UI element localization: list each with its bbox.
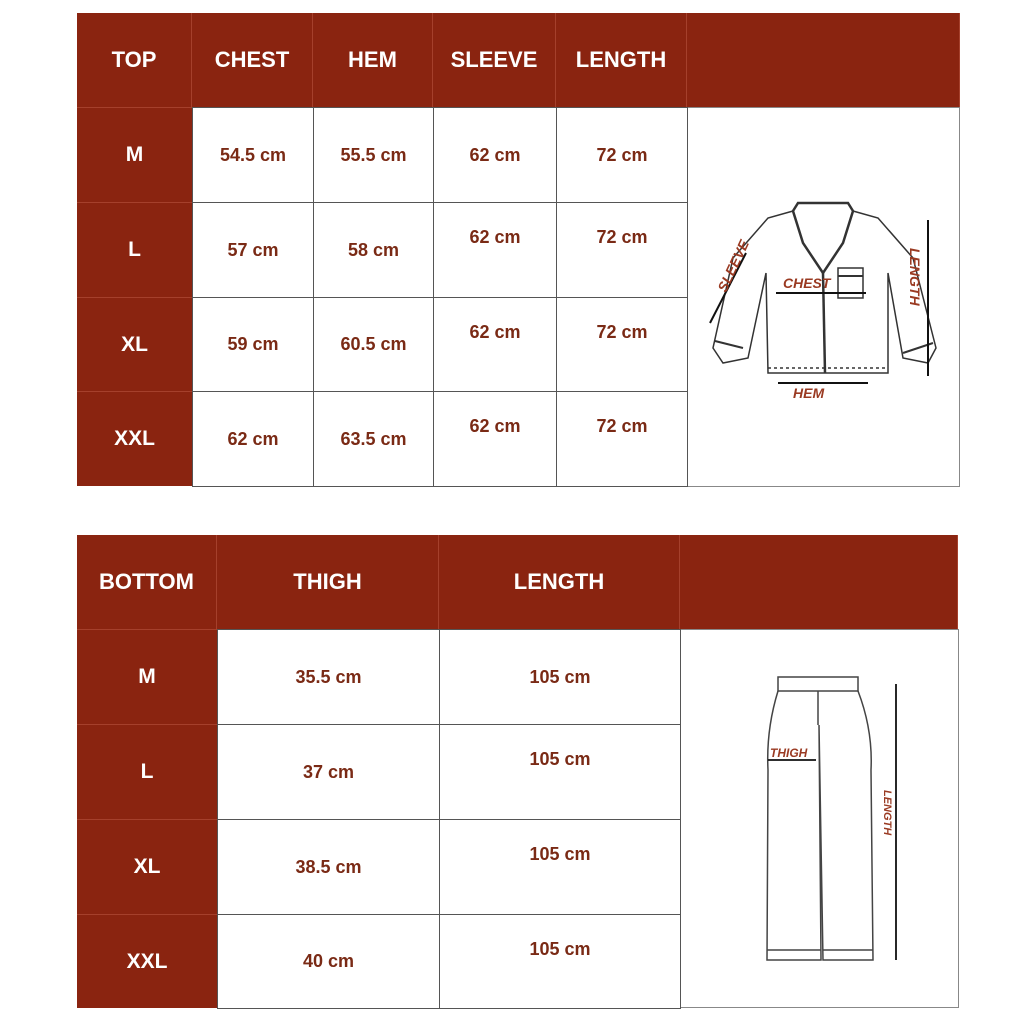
measurement-cell: 72 cm — [556, 297, 688, 392]
size-label: XL — [77, 819, 217, 914]
measurement-cell: 40 cm — [217, 914, 440, 1009]
measurement-cell: 35.5 cm — [217, 629, 440, 725]
size-label: XL — [77, 297, 192, 391]
header-cell-hem: HEM — [313, 13, 433, 107]
size-label: XXL — [77, 391, 192, 486]
measurement-cell: 62 cm — [433, 297, 557, 392]
shirt-illustration: SLEEVE CHEST HEM LENGTH — [687, 107, 960, 487]
measurement-cell: 62 cm — [433, 391, 557, 487]
hem-label: HEM — [793, 385, 824, 401]
size-label: M — [77, 629, 217, 724]
pants-illustration: THIGH LENGTH — [680, 629, 959, 1008]
header-cell-blank — [680, 535, 958, 629]
measurement-cell: 60.5 cm — [313, 297, 434, 392]
size-label: L — [77, 202, 192, 297]
pants-length-label: LENGTH — [881, 790, 893, 836]
measurement-cell: 72 cm — [556, 107, 688, 203]
measurement-cell: 59 cm — [192, 297, 314, 392]
measurement-cell: 62 cm — [433, 107, 557, 203]
length-label: LENGTH — [907, 248, 923, 306]
measurement-cell: 72 cm — [556, 391, 688, 487]
header-cell-top: TOP — [77, 13, 192, 107]
measurement-cell: 72 cm — [556, 202, 688, 298]
measurement-cell: 105 cm — [439, 724, 681, 820]
header-cell-chest: CHEST — [192, 13, 313, 107]
measurement-cell: 58 cm — [313, 202, 434, 298]
measurement-cell: 62 cm — [192, 391, 314, 487]
size-label: XXL — [77, 914, 217, 1008]
shirt-diagram-icon: SLEEVE CHEST HEM LENGTH — [709, 201, 937, 401]
header-cell-blank — [687, 13, 960, 107]
pants-diagram-icon: THIGH LENGTH — [766, 676, 897, 961]
measurement-cell: 63.5 cm — [313, 391, 434, 487]
size-label: M — [77, 107, 192, 202]
measurement-cell: 105 cm — [439, 819, 681, 915]
size-label: L — [77, 724, 217, 819]
header-cell-length: LENGTH — [556, 13, 687, 107]
measurement-cell: 55.5 cm — [313, 107, 434, 203]
chest-label: CHEST — [783, 275, 832, 291]
measurement-cell: 62 cm — [433, 202, 557, 298]
header-cell-thigh: THIGH — [217, 535, 439, 629]
sleeve-label: SLEEVE — [714, 237, 752, 294]
header-cell-length: LENGTH — [439, 535, 680, 629]
header-cell-sleeve: SLEEVE — [433, 13, 556, 107]
measurement-cell: 37 cm — [217, 724, 440, 820]
measurement-cell: 105 cm — [439, 914, 681, 1009]
thigh-label: THIGH — [770, 746, 808, 760]
header-cell-bottom: BOTTOM — [77, 535, 217, 629]
measurement-cell: 38.5 cm — [217, 819, 440, 915]
measurement-cell: 54.5 cm — [192, 107, 314, 203]
measurement-cell: 105 cm — [439, 629, 681, 725]
measurement-cell: 57 cm — [192, 202, 314, 298]
